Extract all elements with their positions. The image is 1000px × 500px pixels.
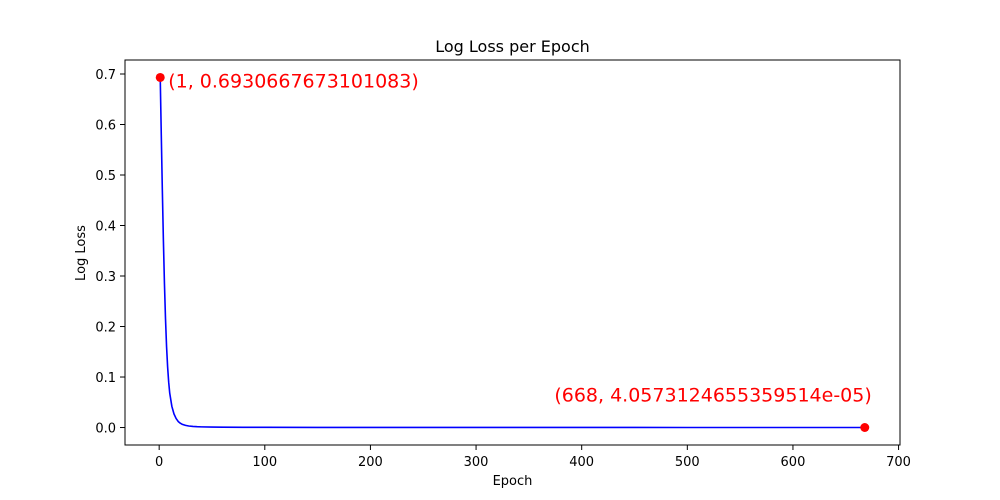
start-point-marker bbox=[155, 72, 165, 82]
x-tick-label: 700 bbox=[886, 455, 911, 470]
x-tick-label: 300 bbox=[464, 455, 489, 470]
y-tick-label: 0.3 bbox=[95, 270, 116, 285]
x-tick-label: 500 bbox=[675, 455, 700, 470]
plot-layer: (1, 0.6930667673101083) (668, 4.057312465… bbox=[155, 70, 872, 432]
start-point-label: (1, 0.6930667673101083) bbox=[168, 70, 419, 92]
y-tick-label: 0.5 bbox=[95, 169, 116, 184]
axes-frame bbox=[124, 59, 901, 446]
y-tick-label: 0.0 bbox=[95, 422, 116, 437]
y-tick-label: 0.6 bbox=[95, 118, 116, 133]
end-point-label: (668, 4.0573124655359514e-05) bbox=[554, 385, 871, 407]
y-tick-label: 0.1 bbox=[95, 371, 116, 386]
y-axis-label: Log Loss bbox=[74, 225, 89, 281]
x-tick-label: 200 bbox=[358, 455, 383, 470]
axes-layer: 0 100 200 300 400 500 600 700 0.0 0.1 0.2 0.3 0.4 0.5… bbox=[95, 59, 911, 470]
loss-series-line bbox=[159, 76, 866, 429]
x-tick-label: 100 bbox=[252, 455, 277, 470]
y-tick-label: 0.4 bbox=[95, 220, 116, 235]
x-tick-label: 600 bbox=[781, 455, 806, 470]
x-tick-label: 400 bbox=[569, 455, 594, 470]
y-tick-label: 0.7 bbox=[95, 68, 116, 83]
chart-title: Log Loss per Epoch bbox=[435, 37, 590, 56]
end-point-marker bbox=[860, 423, 870, 432]
y-tick-label: 0.2 bbox=[95, 321, 116, 336]
x-axis-label: Epoch bbox=[493, 474, 533, 489]
x-tick-label: 0 bbox=[155, 455, 163, 470]
